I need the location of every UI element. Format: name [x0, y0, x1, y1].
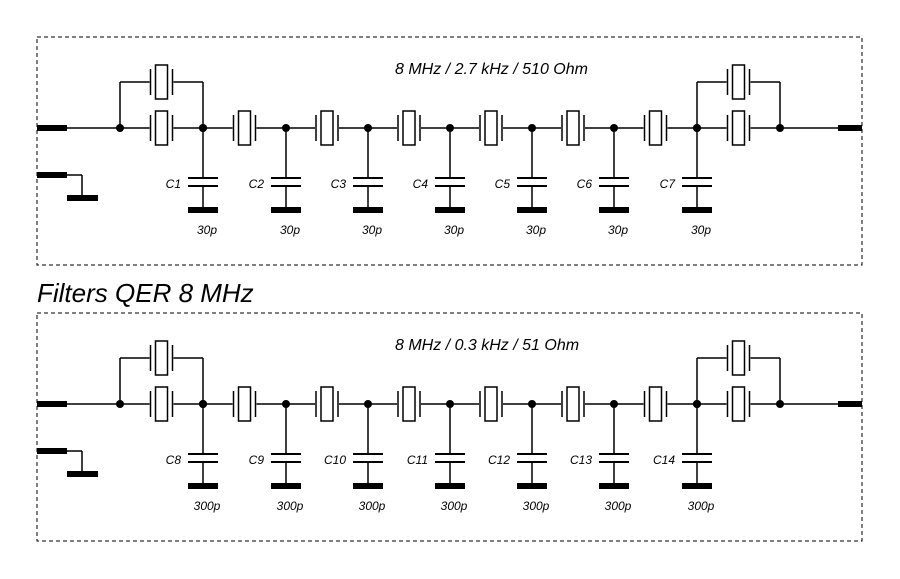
- crystal-body: [237, 110, 252, 146]
- crystal-body: [154, 110, 169, 146]
- capacitor-value: 300p: [441, 499, 468, 513]
- crystal-body: [320, 386, 334, 422]
- capacitor-name: C10: [324, 453, 346, 467]
- capacitor-name: C7: [660, 177, 677, 191]
- capacitor-name: C12: [488, 453, 510, 467]
- capacitor-value: 30p: [444, 223, 464, 237]
- crystal-body: [237, 386, 252, 422]
- capacitor-value: 30p: [280, 223, 300, 237]
- capacitor-value: 30p: [608, 223, 628, 237]
- crystal-body: [402, 110, 416, 146]
- capacitor-name: C8: [166, 453, 182, 467]
- capacitor-value: 300p: [359, 499, 386, 513]
- panel-frame: [36, 36, 863, 266]
- capacitor-name: C6: [577, 177, 593, 191]
- crystal-body: [731, 340, 746, 376]
- spec-label: 8 MHz / 0.3 kHz / 51 Ohm: [395, 337, 579, 354]
- crystal-body: [154, 64, 169, 100]
- capacitor-value: 300p: [277, 499, 304, 513]
- junction: [776, 400, 784, 408]
- panel-frame: [36, 312, 863, 542]
- capacitor-name: C14: [653, 453, 675, 467]
- crystal-body: [484, 110, 498, 146]
- junction: [776, 124, 784, 132]
- capacitor-value: 30p: [691, 223, 711, 237]
- capacitor-value: 30p: [362, 223, 382, 237]
- capacitor-name: C11: [407, 453, 428, 467]
- crystal-body: [731, 110, 746, 146]
- junction: [116, 400, 124, 408]
- spec-label: 8 MHz / 2.7 kHz / 510 Ohm: [395, 61, 588, 78]
- capacitor-value: 300p: [523, 499, 550, 513]
- capacitor-name: C13: [570, 453, 592, 467]
- crystal-body: [154, 340, 169, 376]
- crystal-body: [484, 386, 498, 422]
- crystal-body: [566, 386, 580, 422]
- capacitor-name: C3: [331, 177, 347, 191]
- capacitor-name: C4: [413, 177, 429, 191]
- crystal-body: [648, 110, 663, 146]
- crystal-body: [731, 64, 746, 100]
- capacitor-name: C5: [495, 177, 511, 191]
- crystal-body: [320, 110, 334, 146]
- title: Filters QER 8 MHz: [37, 278, 254, 308]
- crystal-body: [154, 386, 169, 422]
- capacitor-value: 30p: [197, 223, 217, 237]
- capacitor-value: 30p: [526, 223, 546, 237]
- capacitor-value: 300p: [605, 499, 632, 513]
- capacitor-value: 300p: [194, 499, 221, 513]
- crystal-body: [566, 110, 580, 146]
- crystal-body: [731, 386, 746, 422]
- capacitor-name: C1: [166, 177, 181, 191]
- crystal-body: [648, 386, 663, 422]
- capacitor-value: 300p: [688, 499, 715, 513]
- capacitor-name: C2: [249, 177, 265, 191]
- capacitor-name: C9: [249, 453, 265, 467]
- junction: [116, 124, 124, 132]
- crystal-body: [402, 386, 416, 422]
